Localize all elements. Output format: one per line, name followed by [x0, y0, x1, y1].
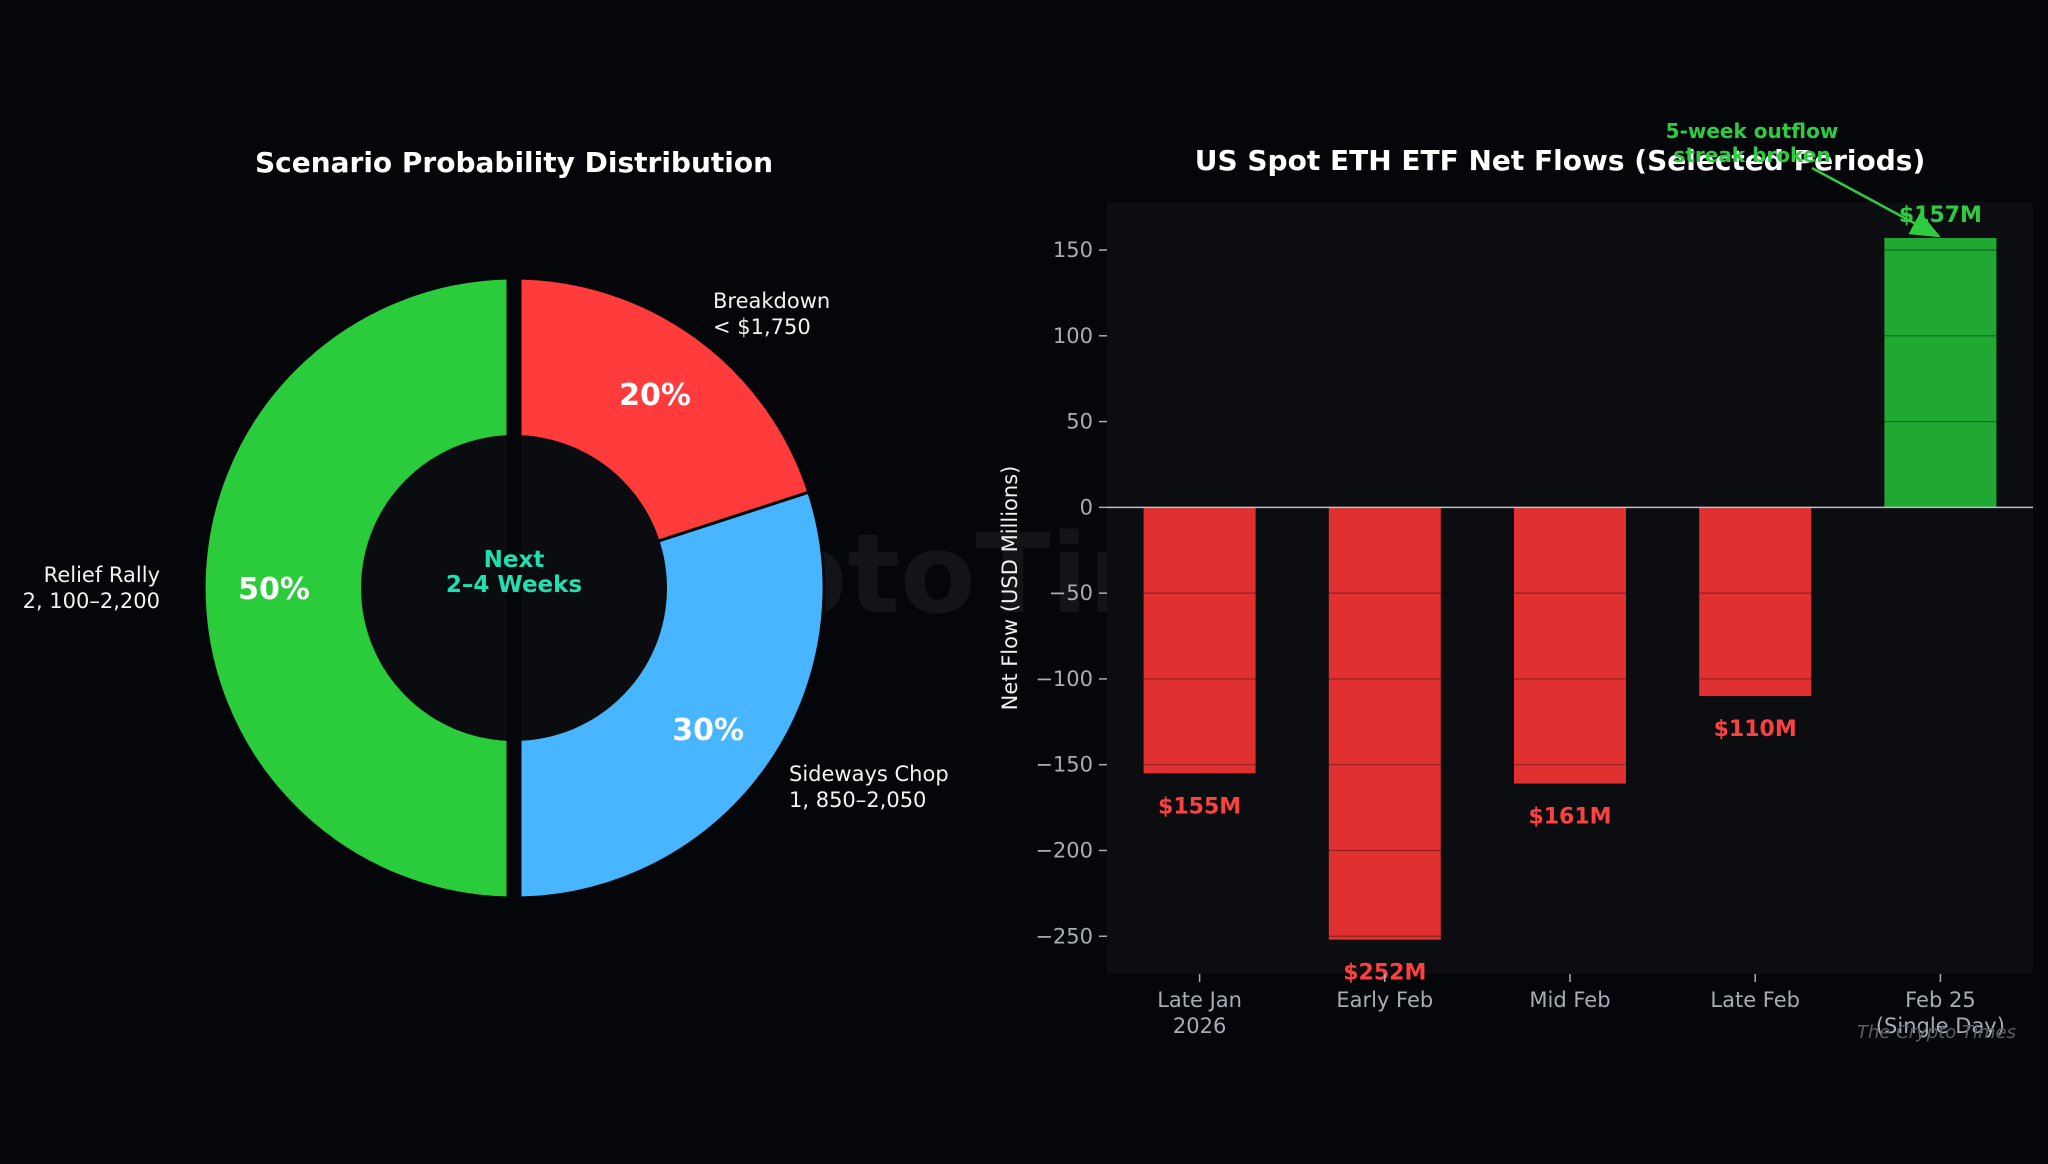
donut-slice-detail: < $1,750 — [713, 315, 811, 339]
donut-center-line-2: 2–4 Weeks — [446, 572, 582, 598]
bars: $155M$252M$161M$110M$157M — [1143, 203, 1997, 986]
annotation-text: 5-week outflow — [1666, 119, 1839, 143]
y-tick-label: 0 — [1080, 495, 1093, 519]
donut-chart: Scenario Probability Distribution Next 2… — [23, 146, 949, 906]
x-tick-label: Early Feb — [1336, 988, 1433, 1012]
y-tick-label: 50 — [1066, 410, 1093, 434]
donut-slice-name: Relief Rally — [44, 563, 160, 587]
donut-pct-label: 30% — [672, 713, 744, 748]
x-tick-label: Mid Feb — [1529, 988, 1610, 1012]
y-tick-label: −200 — [1035, 838, 1093, 862]
bar-4 — [1884, 238, 1997, 508]
y-tick-label: −150 — [1035, 753, 1093, 777]
x-tick-label: (Single Day) — [1876, 1014, 2005, 1038]
bar-data-label: $161M — [1528, 805, 1611, 830]
donut-pct-label: 20% — [619, 378, 691, 413]
x-tick-label: Late Feb — [1710, 988, 1800, 1012]
x-tick-label: 2026 — [1173, 1014, 1226, 1038]
y-axis: 150 100 50 0 −50 −100 −150 −200 −250 — [1035, 238, 1107, 948]
bar-0 — [1143, 507, 1256, 774]
credit-text: The Crypto Times — [1857, 1022, 2016, 1043]
annotation-arrow — [1811, 166, 1941, 238]
bar-data-label: $155M — [1158, 794, 1241, 819]
donut-pct-label: 50% — [238, 572, 310, 607]
x-tick-label: Feb 25 — [1905, 988, 1976, 1012]
bar-1 — [1328, 507, 1441, 940]
bar-3 — [1699, 507, 1812, 697]
y-tick-label: 150 — [1053, 238, 1093, 262]
y-tick-label: 100 — [1053, 324, 1093, 348]
donut-slice-relief-rally — [202, 276, 516, 900]
bar-data-label: $110M — [1714, 717, 1797, 742]
donut-slice-detail: 1, 850–2,050 — [789, 788, 926, 812]
y-axis-label: Net Flow (USD Millions) — [998, 466, 1022, 711]
bar-data-label: $157M — [1899, 203, 1982, 228]
donut-slice-name: Sideways Chop — [789, 762, 949, 786]
y-tick-label: −250 — [1035, 924, 1093, 948]
bar-2 — [1514, 507, 1626, 784]
y-tick-label: −100 — [1035, 667, 1093, 691]
donut-title: Scenario Probability Distribution — [255, 146, 773, 179]
donut-center-line-1: Next — [484, 547, 545, 573]
donut-slice-detail: 2, 100–2,200 — [23, 589, 160, 613]
donut-slice-name: Breakdown — [713, 289, 830, 313]
bar-title: US Spot ETH ETF Net Flows (Selected Peri… — [1195, 144, 1926, 177]
x-tick-label: Late Jan — [1157, 988, 1242, 1012]
y-tick-label: −50 — [1049, 581, 1093, 605]
annotation-text: streak broken — [1673, 143, 1830, 167]
bar-chart: US Spot ETH ETF Net Flows (Selected Peri… — [998, 119, 2033, 1043]
donut-slices — [202, 276, 826, 900]
